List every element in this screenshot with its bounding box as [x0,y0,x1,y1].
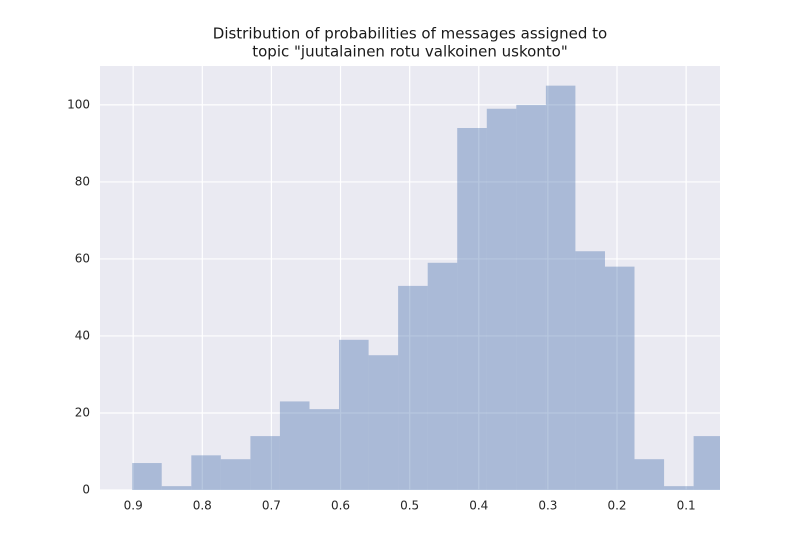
bar [161,486,192,490]
bar [693,436,720,490]
x-tick-label: 0.6 [331,499,350,513]
bar [486,108,517,490]
x-tick-label: 0.1 [677,499,696,513]
x-tick-label: 0.5 [400,499,419,513]
x-tick-label: 0.3 [538,499,557,513]
bar [427,262,458,490]
x-tick-label: 0.2 [607,499,626,513]
bar [398,285,428,490]
bar [634,459,665,490]
y-tick-label: 0 [82,483,90,497]
x-tick-label: 0.4 [469,499,488,513]
bar [132,463,162,490]
x-tick-label: 0.9 [124,499,143,513]
bar [457,128,487,490]
bar [545,85,576,490]
chart-title: topic "juutalainen rotu valkoinen uskont… [252,43,567,61]
y-tick-label: 80 [75,174,90,188]
bar [279,401,310,490]
bar [604,266,635,490]
y-tick-label: 40 [75,328,90,342]
bar [250,436,280,490]
bars [132,85,720,490]
bar [220,459,251,490]
x-tick-label: 0.8 [193,499,212,513]
bar [191,455,221,490]
y-tick-label: 60 [75,251,90,265]
bar [309,409,340,490]
grid [100,66,720,491]
bar [575,251,605,490]
y-tick-label: 20 [75,405,90,419]
bar [368,355,399,490]
bar [664,486,694,490]
chart-title: Distribution of probabilities of message… [213,25,607,43]
y-tick-label: 100 [67,97,90,111]
x-tick-label: 0.7 [262,499,281,513]
bar [516,104,546,490]
bar [339,339,369,490]
